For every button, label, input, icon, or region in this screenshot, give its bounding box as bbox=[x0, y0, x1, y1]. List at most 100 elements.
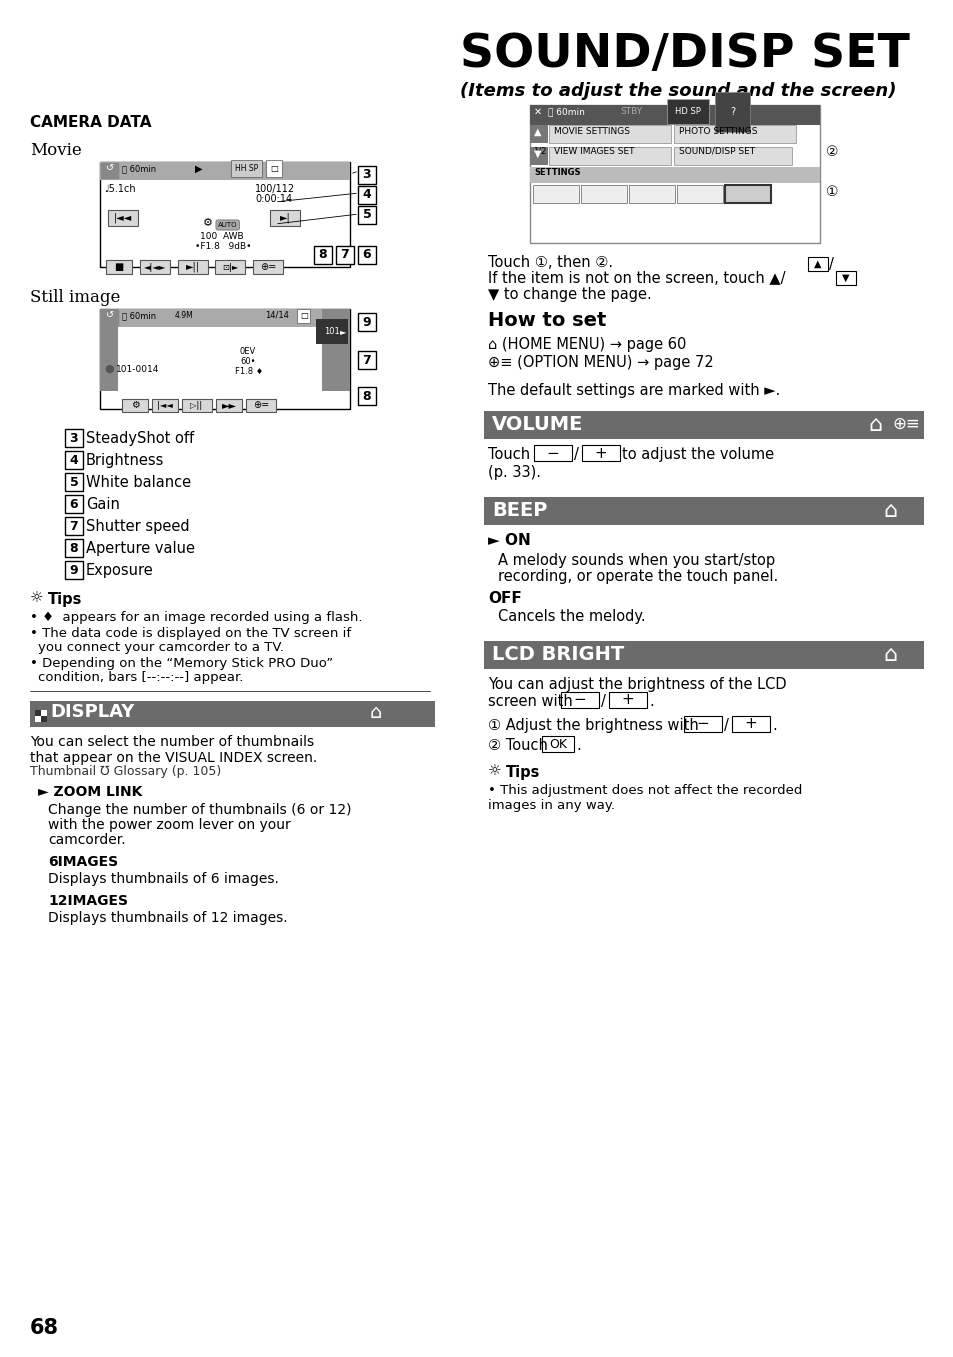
Text: ►|: ►| bbox=[279, 213, 290, 224]
Text: |◄◄: |◄◄ bbox=[157, 402, 172, 410]
Text: −: − bbox=[573, 692, 586, 707]
Bar bbox=[357, 313, 375, 331]
Text: 12IMAGES: 12IMAGES bbox=[48, 894, 128, 908]
Bar bbox=[608, 692, 646, 708]
Text: ⌂: ⌂ bbox=[882, 501, 896, 521]
Text: Thumbnail ℧ Glossary (p. 105): Thumbnail ℧ Glossary (p. 105) bbox=[30, 765, 221, 778]
Text: +: + bbox=[744, 716, 757, 731]
Text: You can select the number of thumbnails: You can select the number of thumbnails bbox=[30, 735, 314, 749]
Bar bbox=[140, 261, 170, 274]
Text: ►►: ►► bbox=[221, 400, 236, 411]
Text: ?: ? bbox=[729, 107, 735, 117]
Text: AUTO: AUTO bbox=[218, 223, 237, 228]
Text: .: . bbox=[576, 738, 580, 753]
Text: VIEW IMAGES SET: VIEW IMAGES SET bbox=[554, 147, 634, 156]
FancyBboxPatch shape bbox=[101, 163, 119, 179]
Text: |◄◄: |◄◄ bbox=[113, 213, 132, 224]
FancyBboxPatch shape bbox=[673, 147, 791, 166]
Text: Still image: Still image bbox=[30, 289, 120, 305]
Text: • Depending on the “Memory Stick PRO Duo”: • Depending on the “Memory Stick PRO Duo… bbox=[30, 657, 333, 670]
Bar bbox=[530, 147, 547, 166]
Bar bbox=[35, 716, 41, 722]
Text: ●: ● bbox=[104, 364, 113, 375]
Bar bbox=[731, 716, 769, 731]
Text: HH SP: HH SP bbox=[234, 164, 258, 172]
Text: ⌂ (HOME MENU) → page 60: ⌂ (HOME MENU) → page 60 bbox=[488, 337, 685, 351]
Text: 7: 7 bbox=[362, 354, 371, 366]
Text: 8: 8 bbox=[318, 248, 327, 262]
Text: White balance: White balance bbox=[86, 475, 191, 490]
Text: ♩5.1ch: ♩5.1ch bbox=[104, 185, 135, 194]
Text: ②: ② bbox=[825, 145, 838, 159]
Bar bbox=[270, 210, 299, 227]
Text: 4: 4 bbox=[70, 453, 78, 467]
Text: HD SP: HD SP bbox=[675, 107, 700, 115]
Text: (p. 33).: (p. 33). bbox=[488, 465, 540, 480]
Bar bbox=[246, 399, 275, 413]
Text: +: + bbox=[621, 692, 634, 707]
Text: ▼ to change the page.: ▼ to change the page. bbox=[488, 286, 651, 303]
Text: □: □ bbox=[270, 164, 277, 172]
Bar bbox=[108, 210, 138, 227]
Bar bbox=[483, 411, 923, 440]
Bar bbox=[560, 692, 598, 708]
Text: Tips: Tips bbox=[48, 592, 82, 607]
Text: Touch ①, then ②.: Touch ①, then ②. bbox=[488, 255, 613, 270]
Text: Gain: Gain bbox=[86, 497, 120, 512]
Text: Cancels the melody.: Cancels the melody. bbox=[497, 609, 645, 624]
Text: 3: 3 bbox=[362, 168, 371, 182]
Text: Movie: Movie bbox=[30, 142, 82, 159]
Text: −: − bbox=[696, 716, 709, 731]
Bar bbox=[100, 309, 350, 408]
Text: ▶: ▶ bbox=[194, 164, 202, 174]
Text: ☼: ☼ bbox=[488, 764, 501, 779]
Bar bbox=[35, 710, 41, 716]
Bar bbox=[214, 261, 245, 274]
Text: MOVIE SETTINGS: MOVIE SETTINGS bbox=[554, 128, 629, 136]
Bar bbox=[100, 161, 350, 267]
Text: ◄|◄►: ◄|◄► bbox=[144, 262, 166, 271]
Text: SteadyShot off: SteadyShot off bbox=[86, 432, 193, 446]
Text: SOUND/DISP SET: SOUND/DISP SET bbox=[679, 147, 755, 156]
Text: ⊕≡ (OPTION MENU) → page 72: ⊕≡ (OPTION MENU) → page 72 bbox=[488, 356, 713, 370]
Text: 3: 3 bbox=[70, 432, 78, 445]
Text: ①: ① bbox=[825, 185, 838, 199]
Text: 5: 5 bbox=[362, 209, 371, 221]
Text: ⊕=: ⊕= bbox=[259, 262, 275, 271]
Text: ☼: ☼ bbox=[30, 592, 44, 607]
Text: 8: 8 bbox=[362, 389, 371, 403]
FancyBboxPatch shape bbox=[673, 125, 795, 142]
Text: ↺: ↺ bbox=[106, 309, 114, 320]
Text: 100/112: 100/112 bbox=[254, 185, 294, 194]
Bar bbox=[357, 166, 375, 185]
Text: ▲: ▲ bbox=[534, 128, 541, 137]
Text: Displays thumbnails of 12 images.: Displays thumbnails of 12 images. bbox=[48, 911, 287, 925]
Bar bbox=[65, 517, 83, 535]
Bar bbox=[357, 206, 375, 224]
Text: Displays thumbnails of 6 images.: Displays thumbnails of 6 images. bbox=[48, 873, 278, 886]
Bar bbox=[357, 351, 375, 369]
Bar bbox=[178, 261, 208, 274]
Text: ► ON: ► ON bbox=[488, 533, 530, 548]
Bar bbox=[100, 309, 350, 327]
FancyBboxPatch shape bbox=[628, 185, 675, 204]
Text: 5: 5 bbox=[70, 475, 78, 489]
Text: Touch: Touch bbox=[488, 446, 530, 461]
Text: images in any way.: images in any way. bbox=[488, 799, 615, 811]
Bar bbox=[357, 246, 375, 265]
Bar bbox=[357, 186, 375, 204]
Bar bbox=[41, 716, 47, 722]
Text: PHOTO SETTINGS: PHOTO SETTINGS bbox=[679, 128, 757, 136]
Text: How to set: How to set bbox=[488, 311, 606, 330]
Text: ② Touch: ② Touch bbox=[488, 738, 547, 753]
Text: ⚙: ⚙ bbox=[131, 400, 139, 411]
Bar bbox=[41, 710, 47, 716]
Text: SETTINGS: SETTINGS bbox=[534, 168, 579, 176]
Text: 9: 9 bbox=[70, 563, 78, 577]
Text: you connect your camcorder to a TV.: you connect your camcorder to a TV. bbox=[38, 641, 284, 654]
Text: ⌂: ⌂ bbox=[867, 415, 882, 436]
Text: with the power zoom lever on your: with the power zoom lever on your bbox=[48, 818, 291, 832]
Text: +: + bbox=[594, 445, 607, 460]
Text: ► ZOOM LINK: ► ZOOM LINK bbox=[38, 784, 142, 799]
Text: that appear on the VISUAL INDEX screen.: that appear on the VISUAL INDEX screen. bbox=[30, 750, 317, 765]
